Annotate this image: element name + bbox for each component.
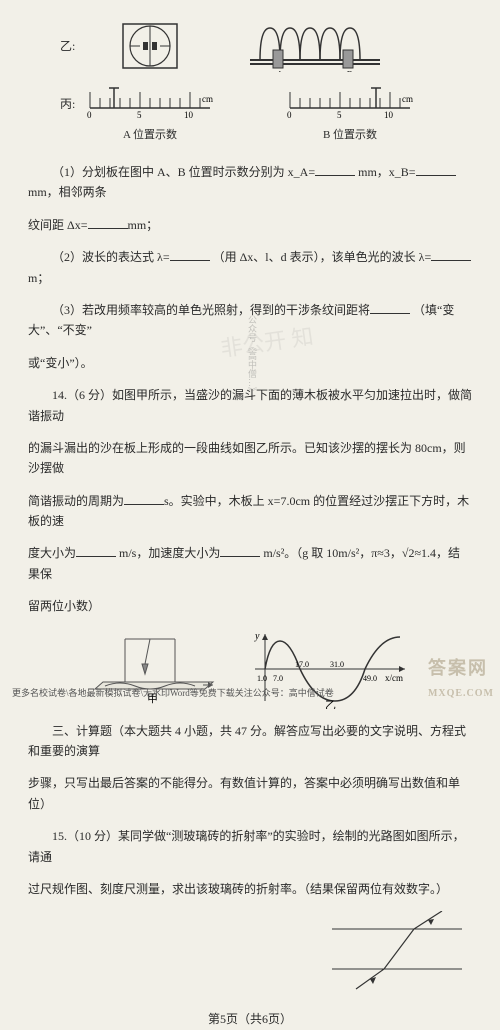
ruler-b-label: B 位置示数 — [280, 126, 420, 145]
svg-text:17.0: 17.0 — [295, 660, 309, 669]
section3: 三、计算题（本大题共 4 小题，共 47 分。解答应写出必要的文字说明、方程式和… — [28, 721, 472, 762]
diagram-coil: A B — [245, 20, 385, 72]
q1-line1: （1）分划板在图中 A、B 位置时示数分别为 x_A= mm，x_B= mm，相… — [28, 162, 472, 203]
watermark-right: 答案网 MXQE.COM — [428, 654, 494, 701]
page-footer: 第5页（共6页） — [28, 1009, 472, 1029]
label-bing: 丙: — [60, 94, 75, 114]
label-yi: 乙: — [60, 36, 75, 56]
svg-text:乙: 乙 — [325, 699, 336, 709]
diagram-double-slit — [115, 20, 185, 72]
q15-b: 过尺规作图、刻度尺测量，求出该玻璃砖的折射率。（结果保留两位有效数字。） — [28, 879, 472, 899]
svg-text:31.0: 31.0 — [330, 660, 344, 669]
svg-text:5: 5 — [137, 110, 142, 120]
svg-text:cm: cm — [402, 94, 413, 104]
svg-text:49.0: 49.0 — [363, 674, 377, 683]
svg-text:0: 0 — [87, 110, 92, 120]
q14-c: 简谐振动的周期为s。实验中，木板上 x=7.0cm 的位置经过沙摆正下方时，木板… — [28, 491, 472, 532]
svg-text:y: y — [254, 631, 260, 642]
watermark-vertical: 公众号《高中僧…》 — [246, 315, 259, 396]
svg-text:0: 0 — [287, 110, 292, 120]
q14-e: 度大小为 m/s，加速度大小为 m/s²。（g 取 10m/s²，π≈3，√2≈… — [28, 543, 472, 584]
svg-text:x/cm: x/cm — [385, 673, 403, 683]
section3b: 步骤，只写出最后答案的不能得分。有数值计算的，答案中必须明确写出数值和单位） — [28, 773, 472, 814]
ruler-b: 0 5 10 cm — [280, 80, 420, 120]
diagram-refraction — [332, 911, 462, 991]
q14-b: 的漏斗漏出的沙在板上形成的一段曲线如图乙所示。已知该沙摆的摆长为 80cm，则沙… — [28, 438, 472, 479]
q14-h: 留两位小数） — [28, 596, 472, 616]
q15-a: 15.（10 分）某同学做“测玻璃砖的折射率”的实验时，绘制的光路图如图所示，请… — [28, 826, 472, 867]
svg-text:7.0: 7.0 — [273, 674, 283, 683]
svg-text:10: 10 — [184, 110, 194, 120]
svg-text:1.0: 1.0 — [257, 674, 267, 683]
svg-text:B: B — [346, 70, 352, 72]
svg-text:cm: cm — [202, 94, 213, 104]
q2: （2）波长的表达式 λ= （用 Δx、l、d 表示），该单色光的波长 λ= m； — [28, 247, 472, 288]
ruler-a-label: A 位置示数 — [80, 126, 220, 145]
q1-line2: 纹间距 Δx=mm； — [28, 215, 472, 235]
svg-text:A: A — [275, 70, 283, 72]
ruler-a: 0 5 10 cm — [80, 80, 220, 120]
svg-text:10: 10 — [384, 110, 394, 120]
svg-text:5: 5 — [337, 110, 342, 120]
bottom-note: 更多名校试卷\各地最新模拟试卷\无水印Word等免费下载关注公众号：高中僧试卷 — [12, 686, 334, 699]
